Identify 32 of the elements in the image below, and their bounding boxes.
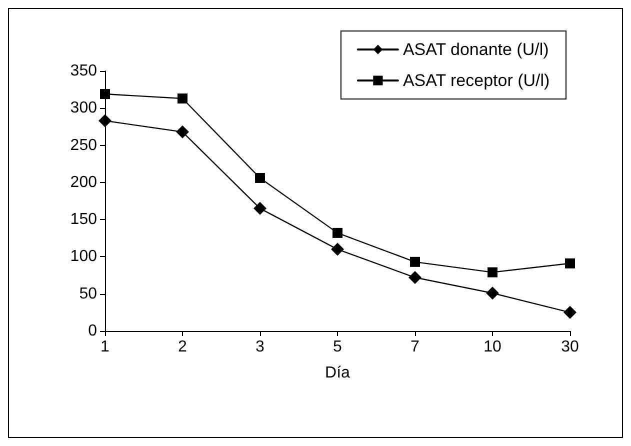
point: [100, 89, 110, 100]
y-tick-label: 150: [70, 211, 98, 228]
point: [176, 125, 189, 138]
point: [254, 202, 266, 215]
point: [410, 256, 420, 267]
legend-label: ASAT receptor (U/l): [402, 71, 550, 90]
y-tick-label: 350: [70, 62, 98, 80]
x-tick-label: 3: [256, 338, 265, 356]
y-tick-label: 200: [70, 174, 98, 191]
x-tick-label: 10: [484, 338, 502, 356]
point: [331, 242, 344, 256]
point: [565, 258, 575, 268]
x-tick-label: 1: [100, 338, 110, 356]
x-axis-title: Día: [325, 364, 350, 382]
point: [408, 271, 422, 284]
point: [255, 172, 265, 183]
y-tick-label: 50: [79, 285, 98, 302]
x-tick-label: 2: [178, 338, 188, 356]
point: [98, 114, 112, 128]
x-tick-label: 30: [561, 338, 579, 356]
point: [486, 286, 499, 300]
y-tick-label: 0: [88, 322, 98, 340]
y-tick-label: 250: [70, 136, 98, 154]
point: [332, 228, 342, 238]
point: [178, 93, 188, 104]
legend-label: ASAT donante (U/l): [402, 40, 549, 59]
point: [564, 306, 576, 319]
point: [488, 267, 498, 278]
x-tick-label: 7: [410, 338, 420, 356]
y-tick-label: 100: [70, 248, 98, 266]
x-tick-label: 5: [333, 338, 342, 356]
y-tick-label: 300: [70, 100, 98, 117]
